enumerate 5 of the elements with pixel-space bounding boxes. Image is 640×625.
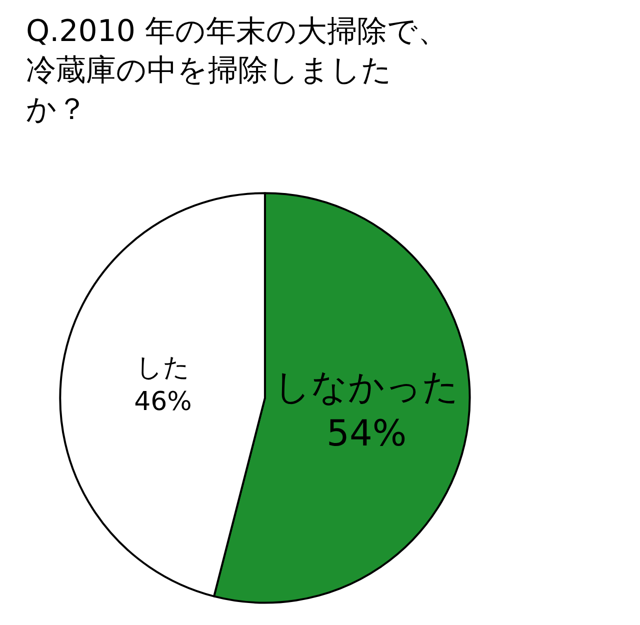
slice-label: した: [136, 353, 190, 384]
data-label: 46%: [134, 386, 192, 417]
slice-label: しなかった: [274, 366, 460, 408]
chart-title: Q.2010 年の年末の大掃除で、冷蔵庫の中を掃除しましたか？: [26, 13, 450, 129]
data-label: 54%: [326, 414, 407, 455]
